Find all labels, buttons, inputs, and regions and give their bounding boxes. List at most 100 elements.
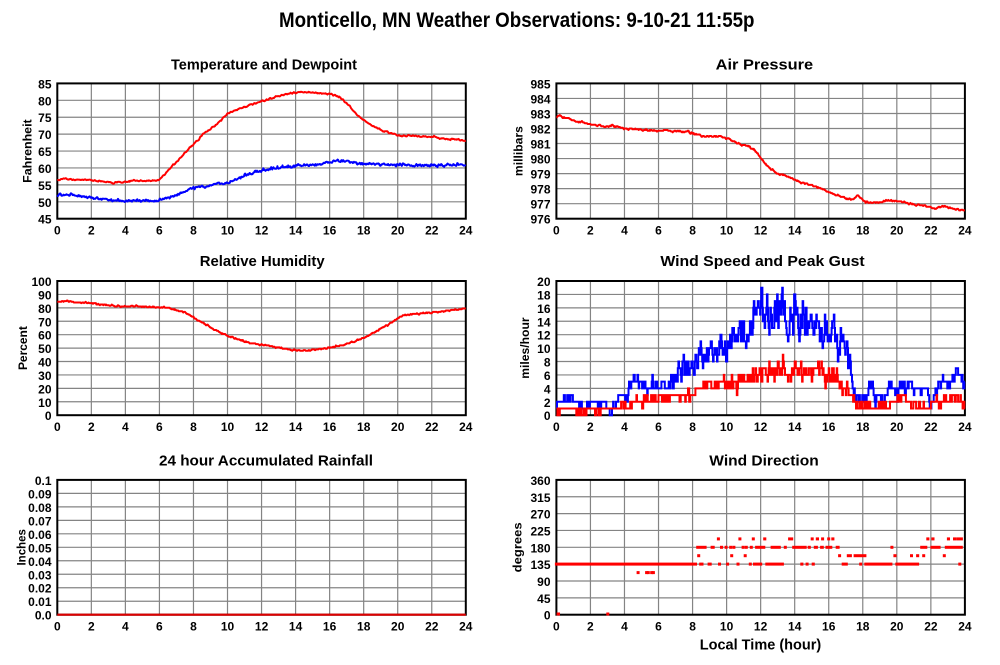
svg-text:6: 6 — [544, 369, 551, 383]
svg-text:8: 8 — [689, 420, 696, 434]
svg-text:16: 16 — [323, 619, 337, 633]
svg-text:20: 20 — [890, 420, 904, 434]
svg-text:Local Time (hour): Local Time (hour) — [700, 637, 822, 654]
svg-text:10: 10 — [221, 420, 235, 434]
svg-text:2: 2 — [587, 420, 594, 434]
svg-text:983: 983 — [530, 108, 550, 122]
svg-text:10: 10 — [537, 342, 551, 356]
svg-text:0: 0 — [553, 420, 560, 434]
svg-text:22: 22 — [425, 223, 439, 237]
svg-text:30: 30 — [38, 369, 52, 383]
svg-text:24 hour Accumulated Rainfall: 24 hour Accumulated Rainfall — [159, 452, 373, 469]
svg-text:70: 70 — [38, 315, 52, 329]
svg-text:24: 24 — [459, 223, 473, 237]
svg-text:0: 0 — [54, 420, 61, 434]
svg-text:Air Pressure: Air Pressure — [716, 56, 814, 73]
svg-text:miles/hour: miles/hour — [518, 317, 532, 379]
svg-text:80: 80 — [38, 302, 52, 316]
svg-text:12: 12 — [754, 420, 768, 434]
svg-text:16: 16 — [323, 223, 337, 237]
svg-text:20: 20 — [391, 619, 405, 633]
svg-text:0.03: 0.03 — [28, 568, 52, 582]
svg-text:0: 0 — [54, 619, 61, 633]
svg-text:45: 45 — [38, 213, 52, 227]
svg-text:980: 980 — [530, 153, 550, 167]
svg-text:Relative Humidity: Relative Humidity — [200, 253, 326, 270]
svg-text:14: 14 — [788, 619, 802, 633]
svg-text:8: 8 — [689, 619, 696, 633]
svg-text:4: 4 — [621, 619, 628, 633]
svg-text:55: 55 — [38, 179, 52, 193]
svg-text:10: 10 — [720, 420, 734, 434]
svg-text:20: 20 — [890, 619, 904, 633]
svg-text:22: 22 — [924, 223, 938, 237]
svg-text:12: 12 — [255, 420, 269, 434]
svg-text:10: 10 — [221, 619, 235, 633]
svg-text:10: 10 — [221, 223, 235, 237]
svg-text:14: 14 — [788, 420, 802, 434]
svg-text:millibars: millibars — [512, 126, 526, 176]
svg-text:2: 2 — [88, 619, 95, 633]
svg-text:0.05: 0.05 — [28, 541, 52, 555]
svg-text:Inches: Inches — [14, 529, 28, 566]
svg-text:0.1: 0.1 — [35, 474, 52, 488]
svg-text:24: 24 — [459, 420, 473, 434]
svg-text:45: 45 — [537, 592, 551, 606]
svg-text:12: 12 — [255, 619, 269, 633]
svg-text:90: 90 — [38, 288, 52, 302]
svg-text:2: 2 — [587, 619, 594, 633]
svg-text:12: 12 — [255, 223, 269, 237]
svg-text:20: 20 — [391, 420, 405, 434]
svg-text:180: 180 — [530, 541, 550, 555]
svg-text:12: 12 — [537, 329, 551, 343]
svg-text:4: 4 — [621, 223, 628, 237]
svg-text:360: 360 — [530, 474, 550, 488]
svg-text:80: 80 — [38, 94, 52, 108]
svg-text:22: 22 — [425, 420, 439, 434]
svg-text:18: 18 — [856, 420, 870, 434]
svg-text:0.01: 0.01 — [28, 595, 52, 609]
svg-text:60: 60 — [38, 162, 52, 176]
svg-text:65: 65 — [38, 145, 52, 159]
svg-text:6: 6 — [655, 619, 662, 633]
svg-text:16: 16 — [323, 420, 337, 434]
svg-text:24: 24 — [459, 619, 473, 633]
svg-text:14: 14 — [788, 223, 802, 237]
svg-text:16: 16 — [537, 302, 551, 316]
svg-text:981: 981 — [530, 138, 550, 152]
svg-text:10: 10 — [720, 619, 734, 633]
svg-text:0: 0 — [45, 409, 52, 423]
svg-text:985: 985 — [530, 77, 550, 91]
svg-text:0: 0 — [544, 409, 551, 423]
svg-text:6: 6 — [156, 619, 163, 633]
svg-text:24: 24 — [958, 223, 972, 237]
svg-text:16: 16 — [822, 420, 836, 434]
svg-text:0.04: 0.04 — [28, 555, 52, 569]
svg-text:0.02: 0.02 — [28, 582, 52, 596]
svg-text:Wind Direction: Wind Direction — [709, 452, 818, 469]
svg-text:8: 8 — [689, 223, 696, 237]
svg-text:10: 10 — [38, 396, 52, 410]
svg-text:6: 6 — [156, 420, 163, 434]
svg-text:4: 4 — [621, 420, 628, 434]
svg-text:24: 24 — [958, 420, 972, 434]
svg-text:20: 20 — [890, 223, 904, 237]
svg-text:18: 18 — [357, 619, 371, 633]
svg-text:12: 12 — [754, 223, 768, 237]
svg-text:20: 20 — [537, 275, 551, 289]
svg-text:85: 85 — [38, 77, 52, 91]
svg-text:Wind Speed and Peak Gust: Wind Speed and Peak Gust — [660, 253, 864, 270]
svg-text:0.0: 0.0 — [35, 609, 52, 623]
svg-text:16: 16 — [822, 223, 836, 237]
svg-text:22: 22 — [924, 619, 938, 633]
svg-text:2: 2 — [544, 396, 551, 410]
svg-text:4: 4 — [122, 619, 129, 633]
svg-text:8: 8 — [544, 356, 551, 370]
svg-text:6: 6 — [156, 223, 163, 237]
svg-text:2: 2 — [88, 420, 95, 434]
svg-text:979: 979 — [530, 168, 550, 182]
svg-text:2: 2 — [587, 223, 594, 237]
svg-text:6: 6 — [655, 420, 662, 434]
svg-text:0.06: 0.06 — [28, 528, 52, 542]
svg-text:14: 14 — [289, 619, 303, 633]
